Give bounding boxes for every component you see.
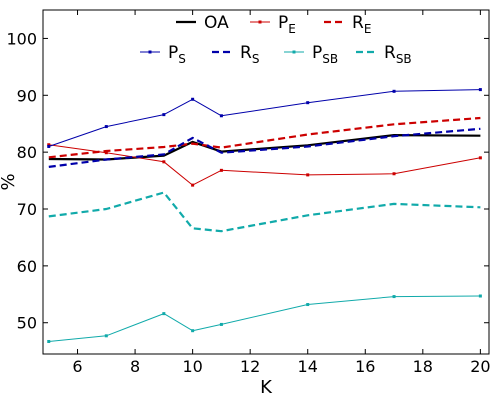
legend-label: RSB <box>384 43 412 66</box>
series-line-re <box>48 116 481 159</box>
legend-label: RE <box>352 13 371 36</box>
x-tick-label: 6 <box>72 357 82 376</box>
legend-label: PE <box>278 13 296 36</box>
data-point <box>47 144 51 148</box>
legend-marker <box>148 50 152 54</box>
y-axis: 50 60 70 80 90 100 <box>6 29 489 333</box>
legend-item-re: RE <box>324 13 371 36</box>
series-rs <box>48 127 481 168</box>
data-point <box>104 151 108 155</box>
data-point <box>219 168 223 172</box>
series-layer <box>47 88 482 343</box>
series-pe <box>47 143 482 187</box>
series-oa <box>48 134 481 161</box>
y-tick-label: 100 <box>6 29 37 48</box>
legend-label: PS <box>168 43 186 66</box>
data-point <box>191 183 195 187</box>
legend: OA PE RE PS RS PSB RSB <box>140 13 412 66</box>
data-point <box>191 97 195 101</box>
x-tick-label: 12 <box>240 357 260 376</box>
data-point <box>104 125 108 129</box>
data-point <box>162 312 166 316</box>
data-point <box>306 303 310 307</box>
series-line-pe <box>48 144 481 186</box>
x-tick-label: 14 <box>298 357 318 376</box>
x-axis-title: K <box>260 377 273 398</box>
data-point <box>104 334 108 338</box>
data-point <box>392 172 396 176</box>
legend-item-psb: PSB <box>284 43 338 66</box>
x-tick-label: 20 <box>470 357 490 376</box>
data-point <box>47 143 51 147</box>
data-point <box>478 294 482 298</box>
data-point <box>306 173 310 177</box>
x-tick-label: 8 <box>130 357 140 376</box>
data-point <box>219 322 223 326</box>
series-line-rsb <box>48 191 481 233</box>
x-tick-label: 16 <box>355 357 375 376</box>
legend-item-pe: PE <box>250 13 296 36</box>
x-tick-label: 10 <box>182 357 202 376</box>
data-point <box>47 339 51 343</box>
legend-item-rsb: RSB <box>356 43 412 66</box>
series-line-rs <box>48 127 481 168</box>
data-point <box>162 113 166 117</box>
x-tick-label: 18 <box>413 357 433 376</box>
plot-frame <box>42 9 490 355</box>
legend-label: OA <box>204 13 229 33</box>
data-point <box>162 160 166 164</box>
legend-label: PSB <box>312 43 338 66</box>
x-axis: 6 8 10 12 14 16 18 20 <box>72 10 491 376</box>
legend-item-rs: RS <box>212 43 259 66</box>
legend-label: RS <box>240 43 259 66</box>
data-point <box>392 89 396 93</box>
legend-item-ps: PS <box>140 43 186 66</box>
legend-item-oa: OA <box>176 13 229 33</box>
legend-marker <box>258 20 262 24</box>
data-point <box>478 88 482 92</box>
series-psb <box>47 294 482 343</box>
data-point <box>478 156 482 160</box>
y-tick-label: 50 <box>17 314 37 333</box>
data-point <box>191 329 195 333</box>
data-point <box>392 295 396 299</box>
y-tick-label: 80 <box>17 143 37 162</box>
series-line-ps <box>48 89 481 147</box>
y-tick-label: 90 <box>17 86 37 105</box>
series-rsb <box>48 191 481 233</box>
series-line-oa <box>48 134 481 161</box>
series-ps <box>47 88 482 148</box>
y-tick-label: 60 <box>17 257 37 276</box>
series-re <box>48 116 481 159</box>
legend-marker <box>292 50 296 54</box>
series-line-psb <box>48 295 481 342</box>
y-tick-label: 70 <box>17 200 37 219</box>
data-point <box>306 101 310 105</box>
y-axis-title: % <box>0 173 19 190</box>
data-point <box>219 114 223 118</box>
